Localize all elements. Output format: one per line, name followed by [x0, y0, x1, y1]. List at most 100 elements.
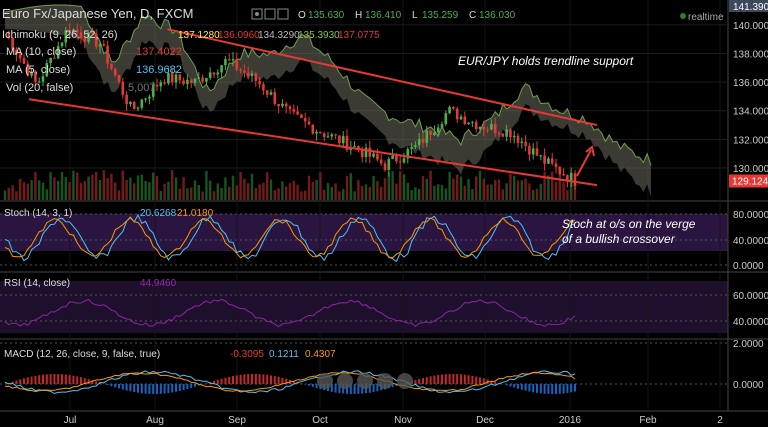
- candle-body: [410, 146, 413, 150]
- candle-body: [79, 32, 83, 39]
- volume-bar: [399, 171, 402, 200]
- volume-bar: [345, 175, 349, 200]
- macd-histogram-bar: [235, 375, 238, 384]
- reset-button[interactable]: [357, 373, 373, 389]
- settings-icon[interactable]: [251, 8, 263, 20]
- vol-label[interactable]: Vol (20, false): [6, 82, 73, 94]
- volume-bar: [471, 189, 474, 200]
- macd-histogram-bar: [444, 374, 447, 384]
- volume-bar: [53, 177, 56, 200]
- macd-histogram-bar: [159, 384, 162, 394]
- volume-bar: [7, 187, 10, 200]
- zoom-out-button[interactable]: [337, 373, 353, 389]
- chart-title[interactable]: Euro Fx/Japanese Yen, D, FXCM: [2, 6, 193, 21]
- candle-body: [26, 63, 30, 76]
- volume-bar: [186, 188, 189, 200]
- time-tick: 2016: [559, 415, 582, 426]
- volume-bar: [136, 175, 140, 200]
- volume-bar: [425, 179, 428, 200]
- volume-bar: [102, 170, 105, 200]
- volume-bar: [547, 175, 550, 200]
- macd-histogram-bar: [23, 378, 25, 384]
- volume-bar: [49, 172, 52, 200]
- volume-bar: [79, 182, 83, 200]
- zoom-in-button[interactable]: [377, 373, 393, 389]
- volume-bar: [551, 171, 554, 200]
- macd-histogram-bar: [418, 379, 421, 384]
- ichimoku-label[interactable]: Ichimoku (9, 26, 52, 26): [2, 29, 118, 41]
- volume-bar: [243, 178, 246, 200]
- stoch-label[interactable]: Stoch (14, 3, 1): [4, 208, 72, 219]
- candle-body: [121, 81, 125, 95]
- candle-body: [353, 146, 356, 148]
- volume-bar: [543, 171, 546, 200]
- candle-body: [319, 131, 322, 134]
- eye-icon[interactable]: [264, 8, 276, 20]
- macd-histogram-bar: [308, 384, 310, 386]
- candle-body: [303, 118, 307, 122]
- volume-bar: [231, 175, 235, 200]
- volume-bar: [566, 190, 569, 200]
- stoch-d-line: [4, 216, 575, 259]
- candle-body: [144, 98, 147, 100]
- scroll-right-button[interactable]: [397, 373, 413, 389]
- volume-bar: [319, 172, 322, 200]
- macd-histogram-bar: [334, 384, 337, 393]
- candle-body: [178, 74, 182, 81]
- ma5-label[interactable]: MA (5, close): [6, 64, 70, 76]
- macd-label[interactable]: MACD (12, 26, close, 9, false, true): [4, 349, 160, 360]
- rsi-line: [4, 298, 576, 328]
- volume-bar: [266, 172, 269, 200]
- macd-histogram-bar: [216, 379, 219, 384]
- ohlc-value: 136.030: [479, 10, 516, 21]
- time-tick: Jul: [64, 415, 77, 426]
- candle-body: [277, 103, 280, 107]
- macd-histogram-bar: [224, 377, 227, 384]
- candle-body: [497, 133, 501, 135]
- macd-histogram-bar: [106, 384, 109, 385]
- candle-body: [455, 108, 459, 120]
- volume-bar: [125, 179, 128, 200]
- last-price-text: 129.124: [732, 177, 768, 188]
- candle-body: [531, 148, 535, 155]
- candle-body: [330, 134, 334, 137]
- header-icons[interactable]: [251, 8, 289, 20]
- chart-nav[interactable]: [317, 373, 413, 389]
- stoch-annotation-2: of a bullish crossover: [562, 232, 676, 246]
- macd-histogram-bar: [437, 375, 440, 384]
- volume-bar: [494, 179, 497, 200]
- stoch-tick: 40.0000: [733, 236, 768, 247]
- volume-bar: [323, 189, 326, 200]
- volume-bar: [209, 180, 212, 200]
- ma10-label[interactable]: MA (10, close): [6, 46, 76, 58]
- volume-bar: [554, 182, 558, 200]
- candle-body: [110, 63, 113, 69]
- candle-body: [262, 84, 265, 91]
- volume-bar: [247, 183, 250, 200]
- macd-histogram-bar: [467, 375, 470, 384]
- macd-histogram-bar: [38, 375, 41, 384]
- candle-body: [155, 84, 159, 87]
- close-icon[interactable]: [277, 8, 289, 20]
- macd-histogram-bar: [520, 384, 523, 390]
- volume-bar: [38, 180, 41, 200]
- candle-body: [535, 148, 539, 156]
- macd-histogram-bar: [11, 381, 14, 384]
- macd-histogram-bar: [479, 377, 481, 384]
- macd-histogram-bar: [300, 383, 303, 384]
- candle-body: [56, 46, 60, 59]
- macd-histogram-bar: [547, 384, 550, 394]
- candle-body: [227, 59, 231, 61]
- macd-histogram-bar: [361, 384, 364, 394]
- candle-body: [106, 45, 109, 64]
- candle-body: [490, 123, 493, 130]
- macd-lines: [4, 370, 576, 395]
- volume-bar: [524, 178, 527, 200]
- volume-bar: [95, 171, 98, 200]
- scroll-left-button[interactable]: [317, 373, 333, 389]
- rsi-label[interactable]: RSI (14, close): [4, 278, 70, 289]
- candle-body: [368, 147, 372, 157]
- volume-bar: [285, 186, 288, 200]
- candle-body: [258, 81, 261, 85]
- volume-bar: [528, 183, 531, 200]
